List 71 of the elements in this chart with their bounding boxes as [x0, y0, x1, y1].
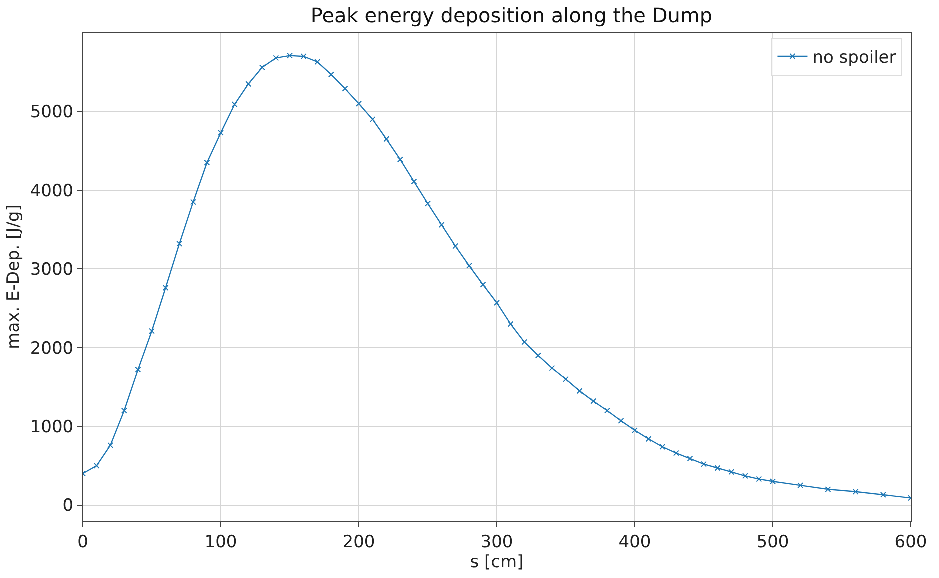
point — [287, 52, 293, 59]
point — [701, 461, 707, 468]
legend-label: no spoiler — [812, 48, 896, 68]
point — [576, 388, 583, 394]
point — [466, 262, 472, 269]
y-tick-label: 5000 — [30, 102, 74, 123]
point — [149, 328, 155, 334]
point — [121, 408, 128, 414]
y-tick-label: 4000 — [30, 181, 74, 202]
point — [798, 482, 804, 489]
y-tick-label: 2000 — [30, 338, 74, 359]
point — [425, 200, 431, 207]
point — [356, 100, 362, 107]
point — [218, 130, 224, 136]
point — [825, 486, 832, 493]
point — [204, 160, 210, 166]
x-tick-label: 0 — [78, 532, 88, 552]
y-tick-label: 3000 — [30, 260, 74, 280]
x-tick-label: 100 — [204, 532, 238, 552]
point — [563, 376, 569, 382]
y-tick-label: 1000 — [30, 418, 74, 438]
point — [852, 488, 859, 495]
point — [190, 199, 196, 206]
point — [770, 478, 776, 485]
x-tick-label: 600 — [894, 532, 928, 552]
point — [135, 366, 142, 373]
point — [728, 469, 735, 476]
point — [618, 418, 624, 424]
point — [452, 243, 459, 250]
point — [549, 365, 556, 372]
x-tick-label: 300 — [480, 532, 514, 552]
y-tick-label: 0 — [62, 496, 74, 516]
point — [273, 55, 280, 62]
point — [494, 300, 500, 306]
point — [604, 408, 610, 414]
point — [411, 178, 418, 185]
point — [232, 102, 238, 108]
point — [259, 64, 266, 71]
point — [660, 444, 666, 450]
point — [176, 240, 183, 247]
point — [314, 59, 321, 66]
point — [646, 436, 652, 442]
point — [632, 427, 638, 434]
point — [246, 81, 252, 88]
point — [880, 492, 886, 498]
point — [687, 456, 694, 462]
point — [108, 442, 114, 448]
point — [756, 476, 762, 482]
point — [480, 282, 486, 288]
point — [370, 116, 376, 123]
point — [714, 465, 721, 472]
point — [397, 156, 404, 163]
x-axis-title: s [cm] — [470, 552, 524, 572]
point — [342, 86, 348, 92]
point — [94, 462, 100, 469]
point — [328, 72, 334, 78]
x-tick-label: 400 — [618, 532, 652, 552]
point — [590, 398, 597, 404]
point — [742, 473, 748, 480]
y-axis-title: max. E-Dep. [J/g] — [4, 204, 24, 350]
point — [522, 339, 528, 346]
point — [300, 54, 307, 60]
x-tick-label: 200 — [342, 532, 376, 552]
point — [438, 222, 445, 228]
x-tick-label: 500 — [756, 532, 790, 552]
point — [508, 321, 514, 328]
point — [162, 285, 169, 292]
point — [673, 450, 680, 456]
point — [535, 352, 542, 359]
chart-title: Peak energy deposition along the Dump — [310, 4, 713, 28]
point — [384, 136, 390, 142]
